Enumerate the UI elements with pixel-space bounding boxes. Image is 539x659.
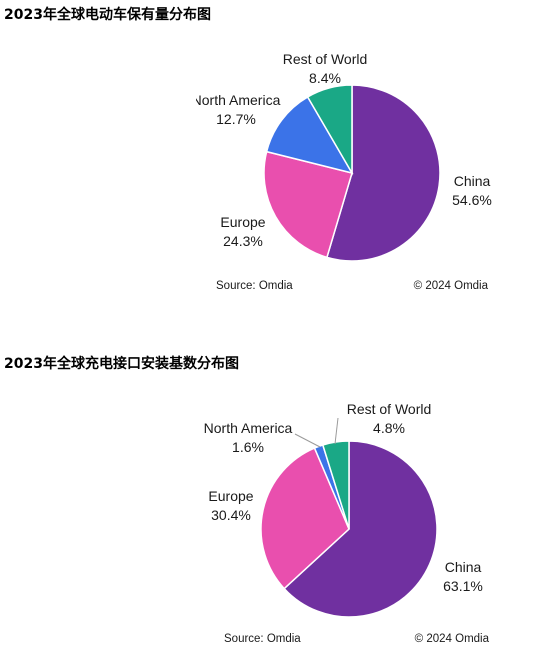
slice-value-rest-of-world: 4.8% — [373, 420, 405, 436]
pie-slice-china — [283, 440, 438, 618]
slice-value-china: 63.1% — [443, 578, 483, 594]
pie-slice-rest-of-world — [306, 84, 353, 176]
chart-1-heading: 2023年全球电动车保有量分布图 — [4, 7, 211, 23]
slice-label-rest-of-world: Rest of World — [283, 51, 368, 67]
leader-line-rest-of-world — [334, 417, 339, 445]
slice-label-north-america: North America — [204, 420, 293, 436]
chart-2-panel: China 63.1% Europe 30.4% North America 1.6% Re… — [192, 392, 512, 652]
chart-1-panel: China 54.6% Europe 24.3% North America 12.7% R… — [196, 46, 512, 298]
slice-label-north-america: North America — [196, 92, 281, 108]
slice-label-china: China — [445, 559, 482, 575]
slice-label-china: China — [454, 173, 491, 189]
chart-1-pie: China 54.6% Europe 24.3% North America 12.7% R… — [196, 51, 492, 292]
leader-line-north-america — [294, 433, 321, 448]
pie-slice-europe — [260, 447, 350, 590]
chart-2-pie: China 63.1% Europe 30.4% North America 1.6% Re… — [204, 401, 490, 645]
slice-value-china: 54.6% — [452, 192, 492, 208]
slice-value-europe: 24.3% — [223, 233, 263, 249]
slice-label-europe: Europe — [208, 488, 253, 504]
slice-value-europe: 30.4% — [211, 507, 251, 523]
source-note: Source: Omdia — [224, 633, 301, 645]
pie-slice-rest-of-world — [321, 440, 350, 530]
pie-slice-north-america — [265, 95, 354, 175]
pie-slice-europe — [263, 150, 353, 259]
copyright-note: © 2024 Omdia — [415, 633, 490, 645]
slice-value-north-america: 12.7% — [216, 111, 256, 127]
slice-value-north-america: 1.6% — [232, 439, 264, 455]
slice-value-rest-of-world: 8.4% — [309, 70, 341, 86]
chart-2-heading: 2023年全球充电接口安装基数分布图 — [4, 356, 239, 372]
pie-slice-china — [325, 84, 441, 262]
slice-label-europe: Europe — [220, 214, 265, 230]
slice-label-rest-of-world: Rest of World — [347, 401, 432, 417]
copyright-note: © 2024 Omdia — [414, 280, 489, 292]
source-note: Source: Omdia — [216, 280, 293, 292]
